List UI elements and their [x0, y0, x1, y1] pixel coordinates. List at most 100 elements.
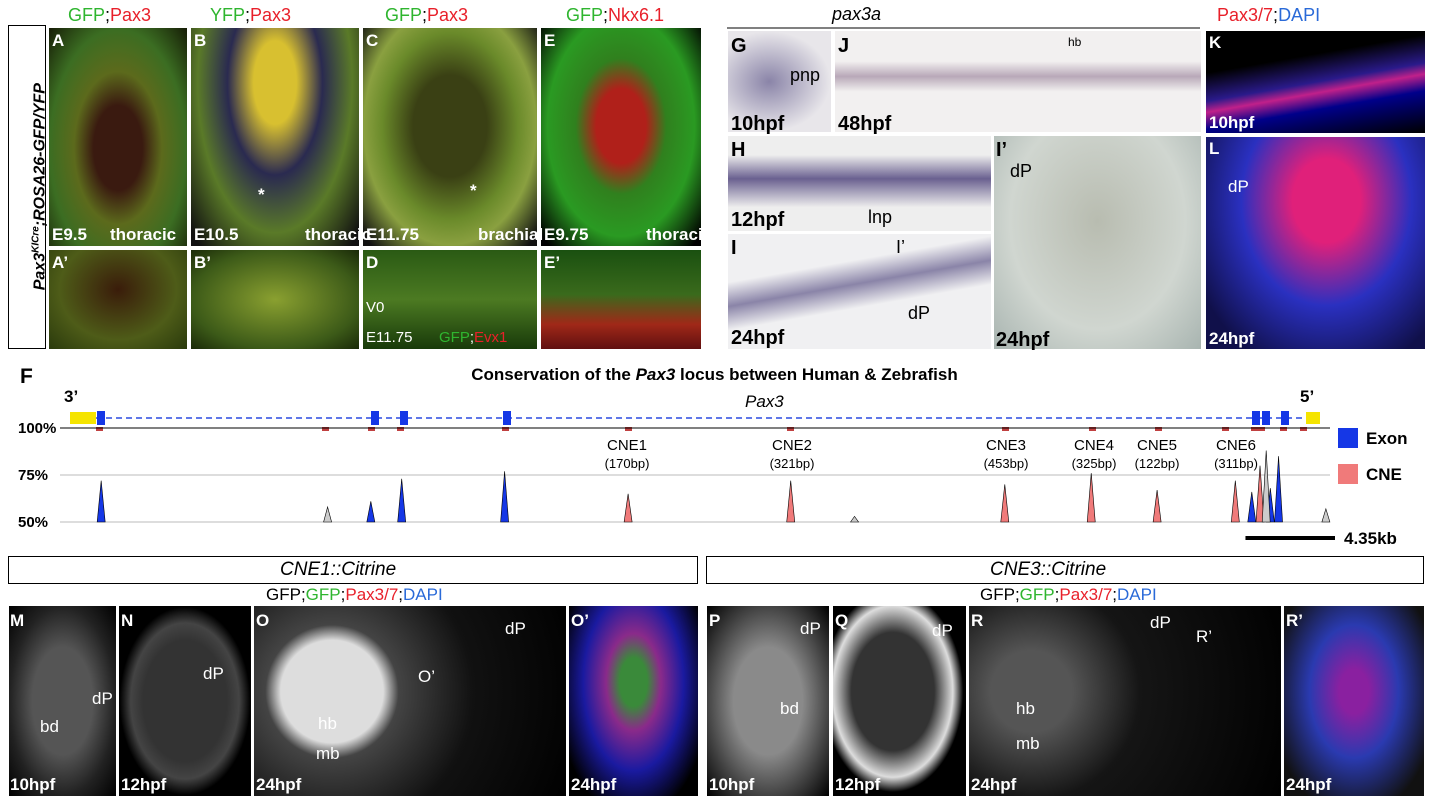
peak — [1152, 490, 1162, 523]
panel-label: R’ — [1196, 627, 1213, 646]
column-header: GFP;Pax3 — [68, 6, 151, 24]
panel-label: R’ — [1286, 611, 1303, 630]
cne-name: CNE3 — [986, 437, 1026, 454]
text-part: ; — [105, 5, 111, 25]
legend-label: Exon — [1366, 429, 1408, 448]
panel-label: 24hpf — [256, 775, 302, 794]
panel-label: D — [366, 253, 379, 272]
peak — [500, 471, 509, 523]
side-label-part: Pax3 — [31, 252, 49, 291]
construct-title: CNE1::Citrine — [280, 559, 397, 580]
panel-label: 12hpf — [121, 775, 167, 794]
side-label-part: ;ROSA26-GFP/YFP — [31, 83, 49, 227]
panel-label: 10hpf — [709, 775, 755, 794]
panel-label: dP — [1228, 177, 1249, 196]
column-header: Pax3/7;DAPI — [1217, 6, 1320, 24]
peak — [1230, 480, 1240, 523]
text-part: Nkx6.1 — [608, 5, 665, 25]
panel-label: I — [731, 237, 737, 259]
panel-label: V0 — [366, 299, 385, 316]
cne-name: CNE5 — [1137, 437, 1177, 454]
text-part: ; — [398, 585, 404, 604]
y-tick-label: 75% — [18, 467, 48, 484]
panel-label: J — [838, 35, 850, 57]
panel-label: dP — [908, 303, 931, 323]
panel-label: 24hpf — [996, 329, 1050, 351]
cne-tick — [1280, 427, 1287, 431]
panel-label: G — [731, 35, 747, 57]
panel-label: pnp — [790, 65, 821, 85]
image-d — [362, 249, 538, 350]
panel-label: bd — [40, 717, 59, 736]
legend-swatch — [1338, 464, 1358, 484]
panel-label: 10hpf — [1209, 113, 1255, 132]
text-part: Evx1 — [474, 329, 508, 346]
panel-label: mb — [1016, 734, 1040, 753]
panel-label: brachial — [478, 225, 544, 244]
text-part: GFP; — [980, 585, 1020, 604]
cne-tick — [625, 427, 632, 431]
image-e-prime — [540, 249, 702, 350]
y-tick-label: 50% — [18, 514, 48, 531]
cne-tick — [1089, 427, 1096, 431]
panel-label: thoracic — [646, 225, 713, 244]
image-q — [832, 605, 967, 797]
cne-name: CNE4 — [1074, 437, 1114, 454]
image-l — [1205, 136, 1426, 350]
text-part: GFP — [439, 329, 470, 346]
text-part: DAPI — [1278, 5, 1321, 25]
peak — [1261, 450, 1271, 523]
panel-label: 10hpf — [10, 775, 56, 794]
text-part: DAPI — [1117, 585, 1157, 604]
text-part: ; — [1273, 5, 1279, 25]
text-part: GFP — [1019, 585, 1055, 604]
column-header: YFP;Pax3 — [210, 6, 291, 24]
panel-label: E11.75 — [366, 329, 413, 346]
cne-size: (311bp) — [1214, 456, 1258, 471]
header-box — [706, 556, 1424, 584]
end-label: 3’ — [64, 387, 79, 406]
column-header: GFP;Nkx6.1 — [566, 6, 664, 24]
text-part: Pax3/7 — [1217, 5, 1274, 25]
image-o-prime — [568, 605, 699, 797]
image-k — [1205, 30, 1426, 134]
panel-label: 24hpf — [971, 775, 1017, 794]
cne-tick — [1155, 427, 1162, 431]
panel-label: 12hpf — [731, 209, 785, 231]
side-label: Pax3KICre;ROSA26-GFP/YFP — [30, 27, 49, 347]
panel-label: N — [121, 611, 134, 630]
peak — [1086, 473, 1096, 523]
panel-label: dP — [505, 619, 526, 638]
peak — [323, 505, 332, 523]
cne-name: CNE6 — [1216, 437, 1256, 454]
cne-name: CNE2 — [772, 437, 812, 454]
panel-label: O’ — [418, 667, 435, 686]
image-o — [253, 605, 567, 797]
cne-size: (122bp) — [1135, 456, 1180, 471]
text-part: ; — [340, 585, 346, 604]
cne-tick — [1258, 427, 1265, 431]
peak — [849, 515, 860, 523]
end-label: 5’ — [1300, 387, 1315, 406]
panel-label: thoracic — [110, 225, 177, 244]
image-a — [48, 27, 188, 247]
panel-label: 12hpf — [835, 775, 881, 794]
stain-label: GFP;GFP;Pax3/7;DAPI — [266, 586, 443, 603]
utr — [70, 412, 96, 424]
image-j — [834, 30, 1202, 133]
cne-size: (321bp) — [770, 456, 815, 471]
panel-label: Q — [835, 611, 849, 630]
peak — [786, 480, 796, 523]
peak — [1000, 484, 1010, 523]
plot-title: Conservation of the Pax3 locus between H… — [0, 366, 1429, 383]
panel-label: H — [731, 139, 746, 161]
image-i — [727, 233, 992, 350]
panel-label: dP — [800, 619, 821, 638]
panel-label: 24hpf — [1286, 775, 1332, 794]
text-part: ; — [1054, 585, 1060, 604]
peak — [623, 493, 633, 523]
panel-label: I’ — [996, 139, 1008, 161]
panel-label: F — [20, 365, 33, 388]
